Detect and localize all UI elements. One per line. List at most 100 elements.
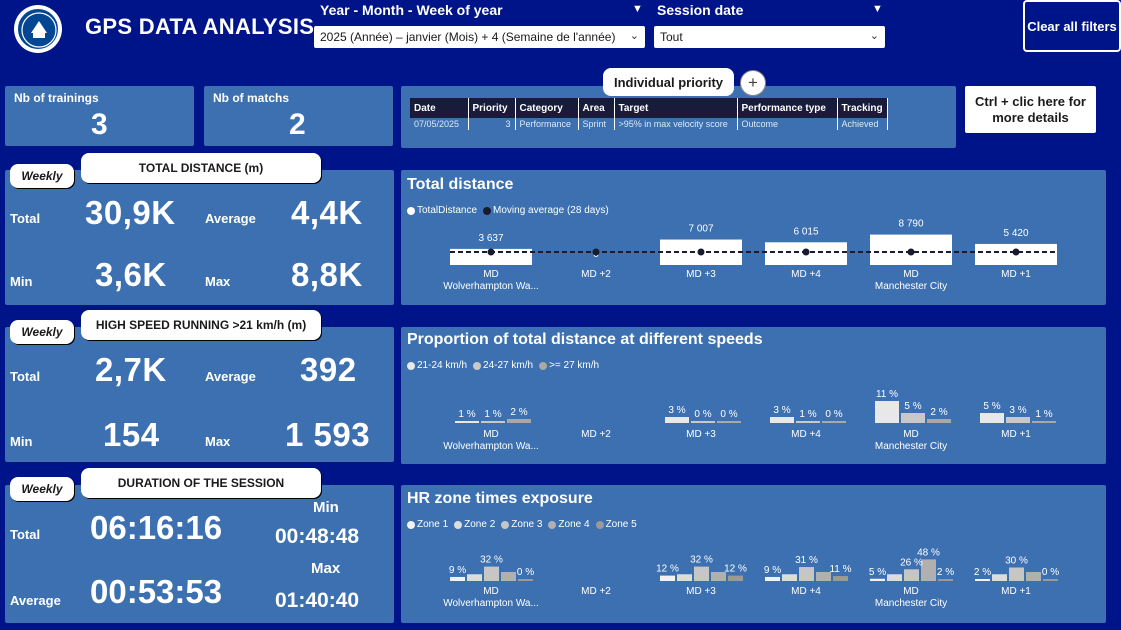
chart-title: Total distance [407,176,514,193]
col-header[interactable]: Area [578,98,615,118]
chart-bar [799,567,814,581]
category-label: MD +3 [686,429,716,440]
data-label: 7 007 [688,224,713,235]
chart-bar [1043,579,1058,581]
data-label: 0 % [694,409,711,420]
data-label: 2 % [937,567,954,578]
data-label: 9 % [449,565,466,576]
moving-average-point [697,248,705,256]
category-sublabel: Manchester City [875,441,947,452]
table-cell: Outcome [737,118,838,130]
distance-kpi-panel: Total 30,9K Average 4,4K Min 3,6K Max 8,… [5,170,394,305]
legend-label: 21-24 km/h [417,360,468,371]
data-label: 3 % [773,405,790,416]
slicer-date-value: Tout [660,30,683,44]
legend-item[interactable]: Zone 4 [548,519,590,530]
category-label: MD +2 [581,586,611,597]
weekly-toggle[interactable]: Weekly [10,320,74,344]
data-label: 1 % [458,409,475,420]
kpi-label: Total [10,369,41,384]
data-label: 5 % [983,401,1000,412]
total-distance-chart-panel: Total distance TotalDistance Moving aver… [401,170,1106,305]
plus-icon[interactable]: + [740,70,766,96]
category-label: MD +1 [1001,586,1031,597]
table-cell: >95% in max velocity score [614,118,738,130]
chart-bar [904,569,919,581]
slicer-year-dropdown[interactable]: 2025 (Année) – janvier (Mois) + 4 (Semai… [314,26,645,48]
category-label: MD [483,586,499,597]
chart-legend: TotalDistance Moving average (28 days) [407,205,609,216]
chart-bar [691,421,715,423]
kpi-label: Max [205,434,231,449]
legend-item[interactable]: Zone 3 [501,519,542,530]
legend-item[interactable]: 21-24 km/h [407,360,467,371]
individual-priority-button[interactable]: Individual priority [603,68,734,96]
data-label: 48 % [917,547,940,558]
category-label: MD [483,429,499,440]
col-header[interactable]: Performance type [737,98,838,118]
legend-item[interactable]: Moving average (28 days) [483,205,609,216]
moving-average-point [487,248,495,256]
legend-label: Zone 5 [605,519,637,530]
section-title: TOTAL DISTANCE (m) [81,153,321,183]
chart-bar [992,574,1007,581]
kpi-value: 1 593 [285,416,371,453]
col-header[interactable]: Priority [468,98,516,118]
chart-bar [921,559,936,581]
clear-filters-button[interactable]: Clear all filters [1023,0,1121,52]
chart-bar [816,572,831,581]
kpi-value: 154 [103,416,160,453]
kpi-label: Total [10,527,41,542]
chart-bar [507,419,531,423]
chart-bar [782,574,797,581]
moving-average-point [802,248,810,256]
legend-item[interactable]: Zone 5 [595,519,637,530]
chart-bar [901,413,925,423]
kpi-value: 30,9K [85,194,176,231]
table-cell: 07/05/2025 [410,118,469,130]
legend-item[interactable]: >= 27 km/h [539,360,599,371]
details-button[interactable]: Ctrl + clic here for more details [965,86,1096,133]
data-label: 0 % [825,409,842,420]
col-header[interactable]: Tracking [837,98,888,118]
table-row[interactable]: 07/05/2025 3 Performance Sprint >95% in … [410,118,888,130]
legend-label: Zone 3 [511,519,543,530]
table-cell: 3 [468,118,516,130]
matchs-value: 2 [289,108,306,141]
chart-bar [822,421,846,423]
col-header[interactable]: Target [614,98,738,118]
chart-bar [711,572,726,581]
legend-item[interactable]: Zone 2 [454,519,495,530]
kpi-label: Max [311,560,341,577]
weekly-toggle[interactable]: Weekly [10,164,74,188]
data-label: 3 % [1009,405,1026,416]
kpi-value: 4,4K [291,194,363,231]
chart-bar [875,401,899,423]
chart-bar [450,576,465,581]
kpi-value: 3,6K [95,256,167,293]
trainings-card: Nb of trainings 3 [5,86,194,146]
chart-bar [677,574,692,581]
legend-item[interactable]: Zone 1 [407,519,448,530]
trainings-value: 3 [91,108,108,141]
data-label: 0 % [720,409,737,420]
data-label: 9 % [764,565,781,576]
legend-label: Zone 2 [464,519,496,530]
col-header[interactable]: Date [410,98,469,118]
col-header[interactable]: Category [515,98,579,118]
data-label: 11 % [829,564,851,575]
legend-item[interactable]: 24-27 km/h [473,360,533,371]
category-label: MD +1 [1001,269,1031,280]
slicer-date-dropdown[interactable]: Tout ⌄ [654,26,885,48]
chevron-down-icon: ⌄ [629,30,639,42]
chart-bar [796,421,820,423]
data-label: 2 % [974,567,991,578]
data-label: 30 % [1005,556,1028,567]
weekly-toggle[interactable]: Weekly [10,477,74,501]
legend-label: TotalDistance [417,205,478,216]
legend-item[interactable]: TotalDistance [407,205,477,216]
chevron-down-icon[interactable]: ▼ [872,3,883,15]
chart-bar [717,421,741,423]
chart-bar [1006,417,1030,423]
chevron-down-icon[interactable]: ▼ [632,3,643,15]
